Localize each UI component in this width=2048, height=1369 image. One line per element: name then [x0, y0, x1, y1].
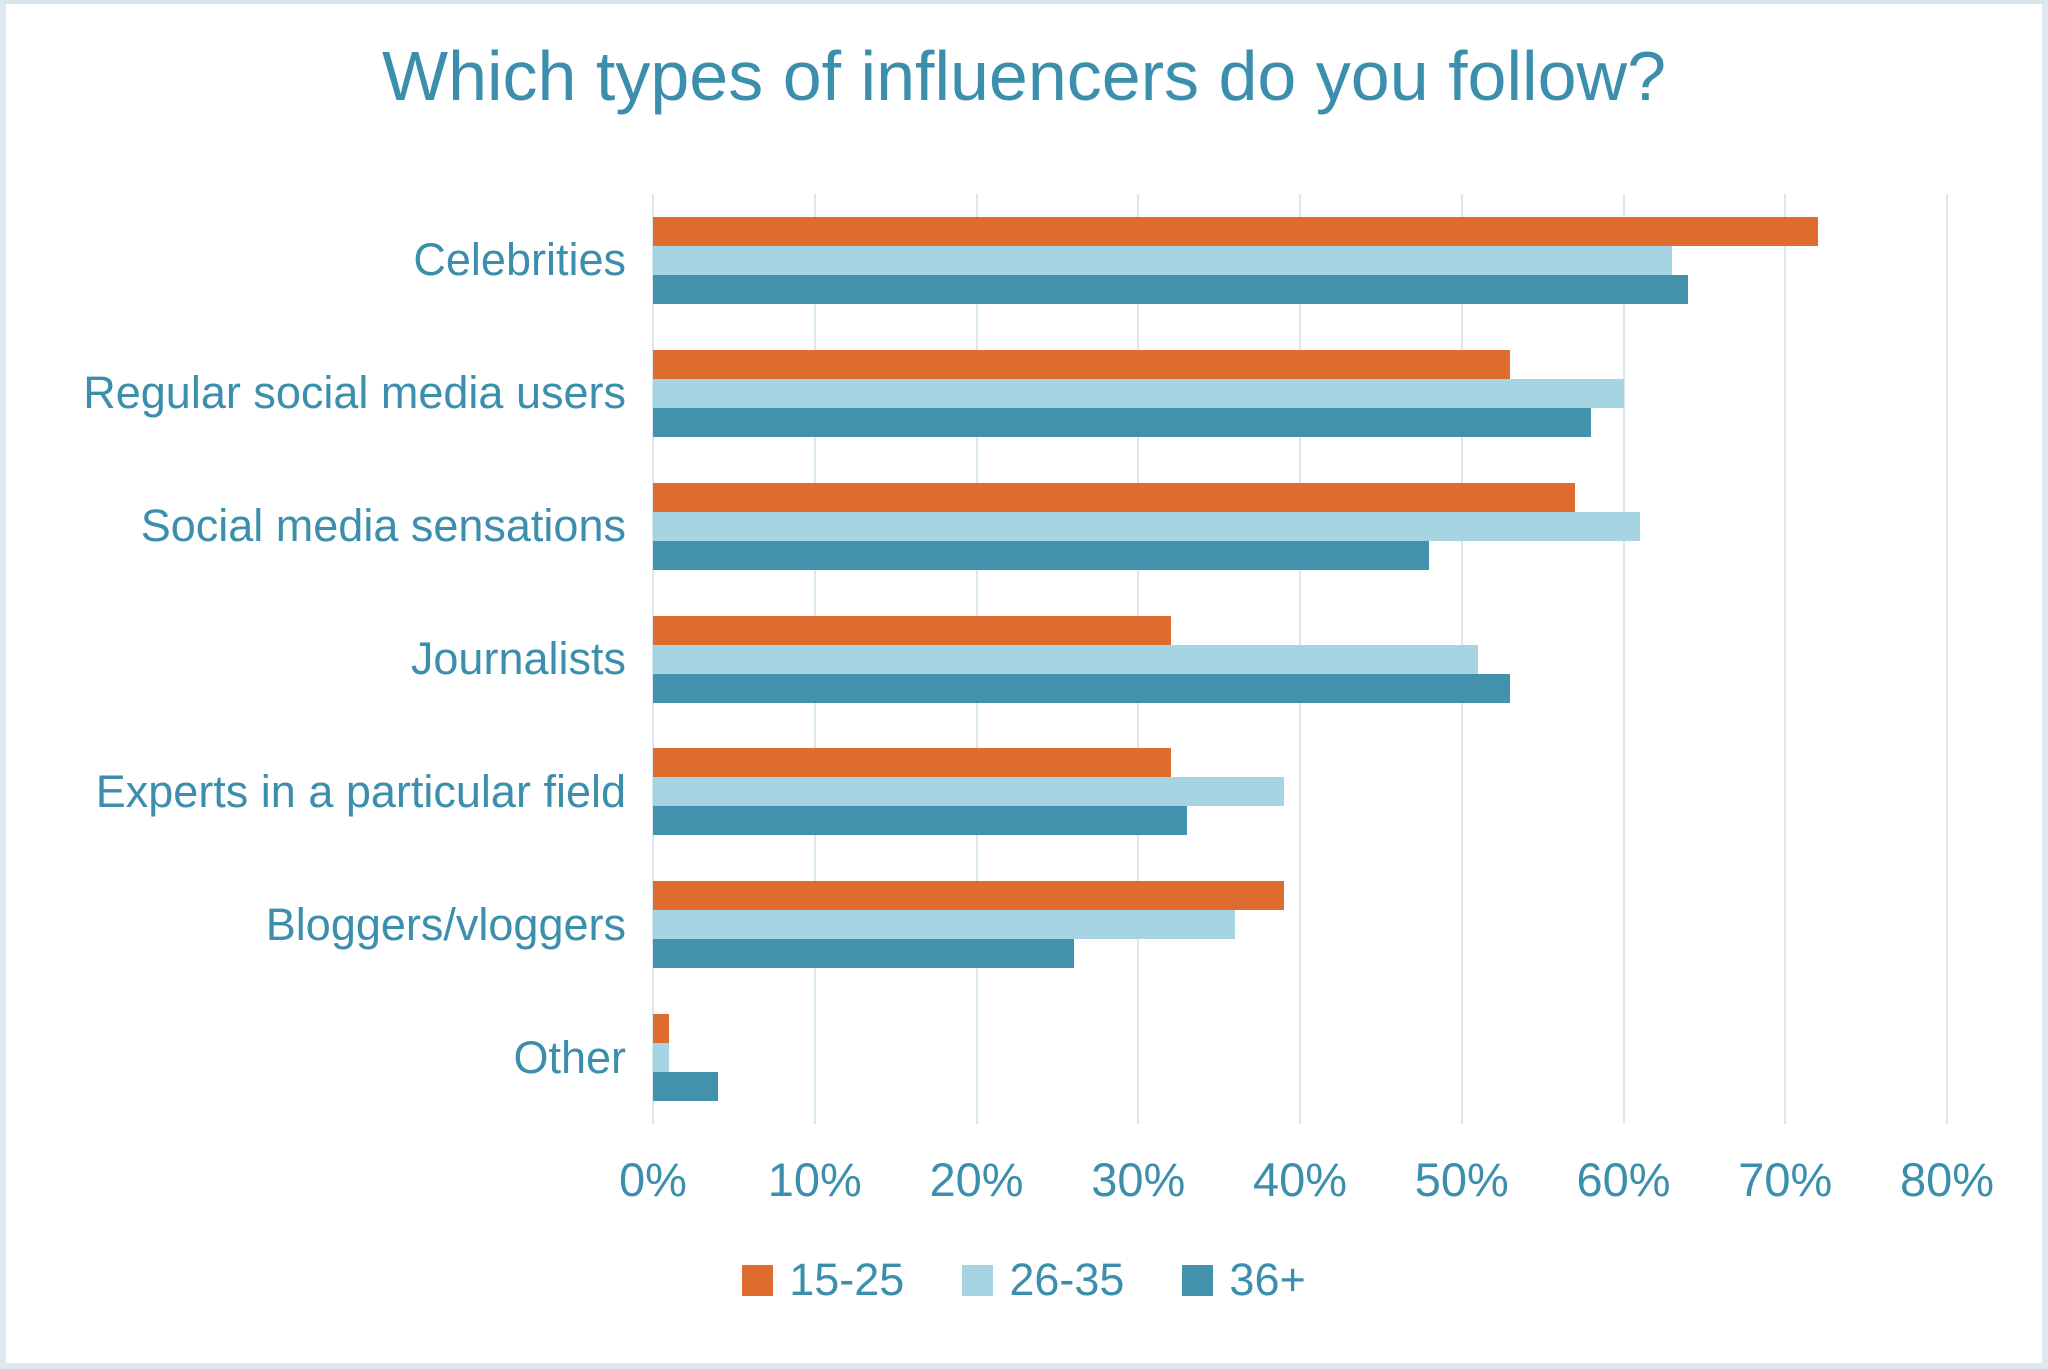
bar-36+ [653, 673, 1511, 703]
legend-swatch [1182, 1264, 1214, 1296]
legend: 15-25 26-35 36+ [6, 1254, 2042, 1306]
category-label: Experts in a particular field [95, 765, 626, 817]
x-tick-label: 70% [1738, 1153, 1833, 1206]
bar-36+ [653, 806, 1187, 836]
bar-group [653, 881, 1947, 969]
bar-15-25 [653, 1014, 670, 1044]
x-tick-label: 0% [619, 1153, 687, 1206]
x-tick-label: 20% [929, 1153, 1024, 1206]
category-labels: Celebrities Regular social media users Soc… [26, 194, 626, 1124]
x-tick-label: 80% [1899, 1153, 1995, 1206]
legend-label: 15-25 [789, 1254, 905, 1305]
chart-title: Which types of influencers do you follow… [382, 37, 1666, 115]
x-tick-label: 10% [767, 1153, 862, 1206]
bar-26-35 [653, 910, 1236, 940]
category-label: Other [513, 1031, 626, 1083]
legend-item: 36+ [1182, 1254, 1306, 1306]
bar-15-25 [653, 349, 1511, 379]
gridline [1784, 194, 1787, 1124]
x-tick-label: 50% [1414, 1153, 1509, 1206]
legend-item: 15-25 [742, 1254, 904, 1306]
bar-15-25 [653, 216, 1818, 246]
legend-swatch [742, 1264, 774, 1296]
gridline [1946, 194, 1948, 1124]
bar-group [653, 615, 1947, 703]
bar-15-25 [653, 482, 1575, 512]
legend-label: 26-35 [1009, 1254, 1125, 1305]
bar-15-25 [653, 615, 1171, 645]
bar-26-35 [653, 1043, 670, 1073]
bar-26-35 [653, 644, 1478, 674]
category-label: Journalists [410, 632, 626, 684]
plot-area [652, 194, 1948, 1124]
bar-36+ [653, 540, 1430, 570]
bar-group [653, 216, 1947, 304]
category-label: Bloggers/vloggers [265, 898, 626, 950]
bar-group [653, 482, 1947, 570]
bar-26-35 [653, 777, 1284, 807]
gridline [1622, 194, 1625, 1124]
x-tick-label: 60% [1576, 1153, 1671, 1206]
category-label: Regular social media users [83, 367, 626, 419]
bar-15-25 [653, 748, 1171, 778]
bar-36+ [653, 407, 1592, 437]
category-label: Social media sensations [140, 500, 626, 552]
bar-36+ [653, 939, 1074, 969]
category-label: Celebrities [413, 234, 626, 286]
legend-swatch [962, 1264, 994, 1296]
bar-26-35 [653, 511, 1640, 541]
bar-group [653, 349, 1947, 437]
bar-group [653, 748, 1947, 836]
x-tick-label: 40% [1252, 1153, 1348, 1206]
bar-36+ [653, 274, 1689, 304]
bar-26-35 [653, 378, 1624, 408]
bar-36+ [653, 1072, 718, 1102]
legend-label: 36+ [1229, 1254, 1306, 1305]
legend-item: 26-35 [962, 1254, 1124, 1306]
bar-group [653, 1014, 1947, 1102]
bar-26-35 [653, 245, 1673, 275]
x-axis-tick-labels: 0% 10% 20% 30% 40% 50% 60% 70% 80% [619, 1152, 1994, 1222]
x-tick-label: 30% [1091, 1153, 1186, 1206]
bar-15-25 [653, 881, 1284, 911]
